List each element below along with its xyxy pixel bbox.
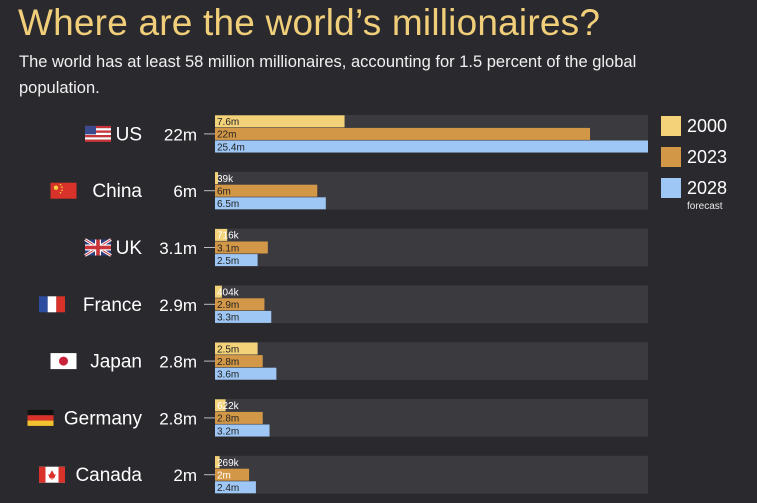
row-background (215, 228, 648, 267)
bar-2028 (215, 254, 258, 267)
row-background (215, 285, 648, 324)
bar-value-label: 25.4m (217, 142, 245, 153)
bar-2000 (215, 399, 226, 412)
france-flag-icon (39, 296, 65, 313)
bar-2000 (215, 228, 228, 241)
bar-value-label: 6m (217, 187, 231, 198)
bar-2000 (215, 285, 222, 298)
bar-2023 (215, 184, 318, 197)
bar-2023 (215, 241, 268, 254)
chart-subtitle: The world has at least 58 million millio… (19, 53, 637, 97)
country-total-label: 2.8m (159, 353, 197, 372)
bar-value-label: 2.8m (217, 414, 239, 425)
bar-2023 (215, 411, 263, 424)
country-label: Canada (75, 465, 142, 486)
legend-label-2000: 2000 (687, 116, 728, 136)
chart-title: Where are the world’s millionaires? (18, 2, 601, 43)
japan-flag-icon (50, 353, 77, 370)
country-total-label: 3.1m (159, 239, 197, 258)
country-label: UK (116, 238, 143, 259)
bar-value-label: 7.6m (217, 117, 239, 128)
country-label: Germany (64, 408, 143, 429)
bar-value-label: 22m (217, 130, 236, 141)
bar-2028 (215, 424, 270, 437)
germany-flag-icon (27, 409, 54, 426)
china-flag-icon (50, 182, 77, 199)
bar-2023 (215, 468, 250, 481)
country-total-label: 2.8m (159, 409, 197, 428)
row-background (215, 455, 648, 494)
bar-value-label: 3.2m (217, 426, 239, 437)
bar-value-label: 3.6m (217, 370, 239, 381)
canada-flag-icon (39, 466, 65, 483)
country-total-label: 6m (173, 182, 197, 201)
bar-value-label: 269k (217, 458, 240, 469)
bar-2000 (215, 172, 218, 185)
bar-value-label: 2m (217, 471, 231, 482)
legend-label-2028: 2028 (687, 178, 728, 198)
legend-swatch-2023 (661, 147, 681, 167)
bar-value-label: 2.8m (217, 357, 239, 368)
legend-swatch-2028 (661, 178, 681, 198)
bar-2028 (215, 481, 256, 494)
country-total-label: 22m (164, 125, 197, 144)
bar-value-label: 3.3m (217, 313, 239, 324)
bar-value-label: 404k (217, 288, 240, 299)
bar-2000 (215, 456, 220, 469)
bar-value-label: 3.1m (217, 243, 239, 254)
bar-value-label: 2.5m (217, 256, 239, 267)
country-total-label: 2.9m (159, 296, 197, 315)
country-label: Japan (90, 352, 142, 373)
uk-flag-icon (84, 238, 112, 257)
bar-2000 (215, 115, 345, 128)
country-label: China (92, 181, 142, 202)
bar-2000 (215, 342, 258, 355)
bar-value-label: 622k (217, 401, 240, 412)
bar-value-label: 716k (217, 231, 240, 242)
row-background (215, 399, 648, 437)
bar-2028 (215, 140, 648, 153)
row-background (215, 342, 648, 380)
legend-forecast-note: forecast (687, 201, 723, 212)
country-total-label: 2m (173, 466, 197, 485)
bar-value-label: 6.5m (217, 199, 239, 210)
bar-value-label: 2.4m (217, 483, 239, 494)
bar-value-label: 2.9m (217, 300, 239, 311)
country-label: US (116, 124, 142, 145)
bar-2028 (215, 197, 326, 210)
legend-label-2023: 2023 (687, 147, 728, 167)
bar-2028 (215, 367, 277, 380)
bar-2023 (215, 127, 591, 140)
country-label: France (83, 295, 142, 316)
bar-2028 (215, 310, 272, 323)
us-flag-icon (85, 125, 111, 142)
legend-swatch-2000 (661, 116, 681, 136)
bar-value-label: 39k (217, 174, 234, 185)
bar-value-label: 2.5m (217, 344, 239, 355)
bar-2023 (215, 298, 265, 311)
bar-2023 (215, 355, 263, 368)
